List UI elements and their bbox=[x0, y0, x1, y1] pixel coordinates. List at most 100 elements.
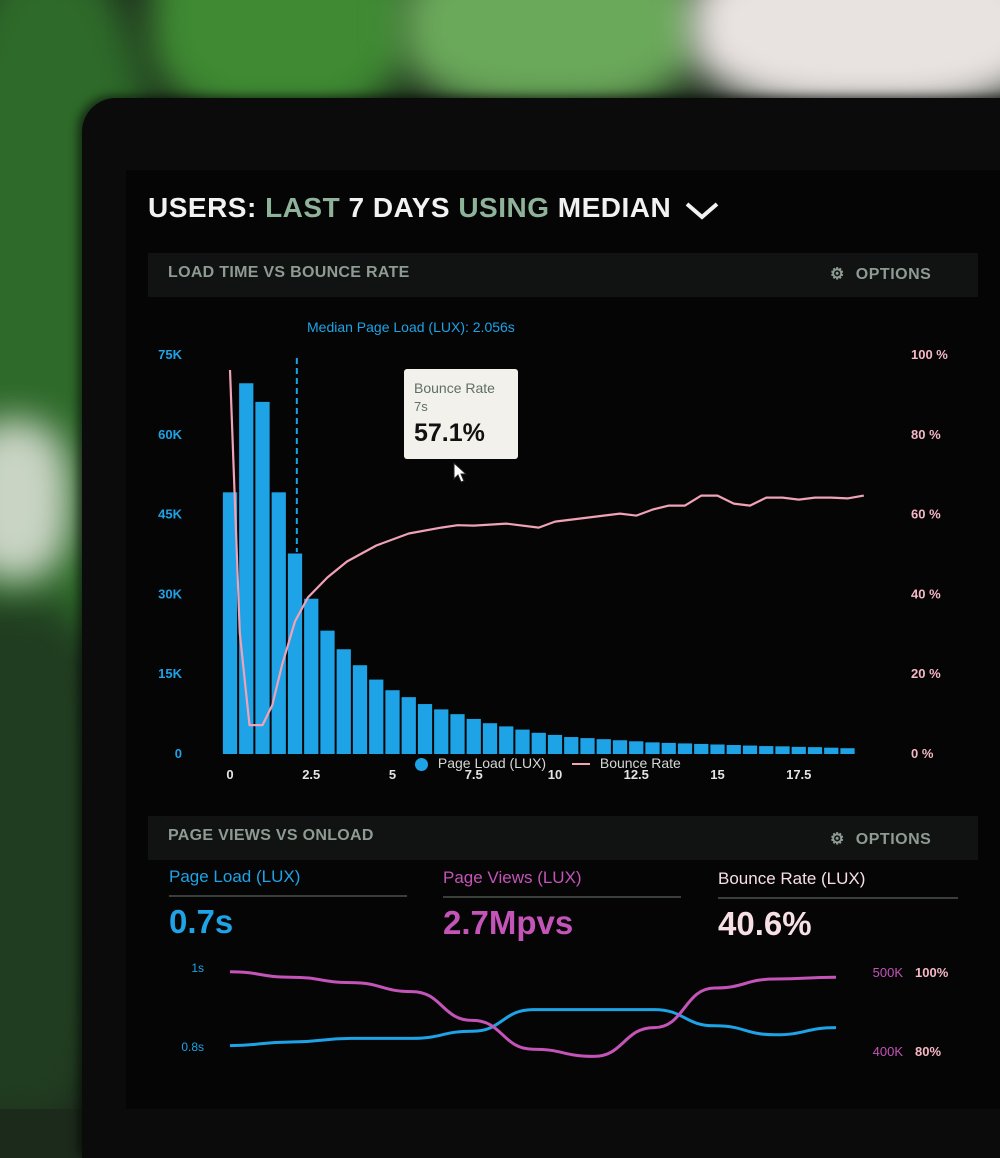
bounce-rate-tooltip: Bounce Rate 7s 57.1% bbox=[404, 369, 518, 459]
y-left-tick: 30K bbox=[158, 586, 182, 601]
bar-page-load bbox=[661, 742, 676, 754]
x-tick: 7.5 bbox=[465, 767, 483, 782]
legend-line-marker bbox=[571, 763, 590, 766]
x-tick: 0 bbox=[226, 767, 233, 782]
bar-page-load bbox=[726, 745, 741, 754]
page-views-onload-chart: 1s 0.8s 500K 400K 100% 80% bbox=[181, 961, 949, 1059]
bar-page-load bbox=[271, 492, 286, 754]
y-left-tick: 0.8s bbox=[181, 1040, 204, 1054]
x-tick: 17.5 bbox=[786, 767, 811, 782]
bar-page-load bbox=[824, 747, 839, 754]
y-right-tick-views: 500K bbox=[873, 965, 904, 980]
header-median: MEDIAN bbox=[557, 192, 672, 223]
y-right-tick: 40 % bbox=[911, 586, 941, 601]
bar-page-load bbox=[352, 665, 368, 754]
x-tick: 10 bbox=[548, 767, 562, 782]
bar-page-load bbox=[482, 723, 498, 754]
header-range: LAST bbox=[265, 192, 341, 223]
stat-page-views-label: Page Views (LUX) bbox=[443, 868, 582, 887]
panel2-title: PAGE VIEWS VS ONLOAD bbox=[168, 827, 374, 844]
stat-divider bbox=[443, 896, 681, 898]
bar-page-load bbox=[385, 690, 400, 754]
bar-page-load bbox=[287, 553, 303, 754]
stat-page-load: Page Load (LUX) 0.7s bbox=[169, 867, 407, 941]
bar-page-load bbox=[840, 748, 855, 754]
bar-page-load bbox=[222, 492, 238, 754]
stat-divider bbox=[169, 895, 407, 897]
y-left-tick: 75K bbox=[158, 347, 182, 362]
chart1-legend: Page Load (LUX) Bounce Rate bbox=[415, 755, 681, 771]
y-left-tick: 45K bbox=[158, 507, 182, 522]
bar-page-load bbox=[369, 679, 384, 754]
bar-page-load bbox=[564, 737, 579, 754]
panel1-title: LOAD TIME VS BOUNCE RATE bbox=[168, 264, 410, 281]
bar-page-load bbox=[466, 718, 481, 754]
header-using: USING bbox=[458, 192, 550, 223]
y-right-tick: 80 % bbox=[911, 427, 941, 442]
y-right-tick: 20 % bbox=[911, 666, 941, 681]
x-tick: 12.5 bbox=[624, 767, 649, 782]
panel1-options-button[interactable]: ⚙ OPTIONS bbox=[830, 264, 931, 284]
bar-page-load bbox=[531, 732, 546, 754]
legend-bars-marker bbox=[415, 757, 428, 771]
bounce-rate-line bbox=[228, 369, 864, 727]
page-views-line bbox=[229, 970, 837, 1058]
bar-page-load bbox=[791, 746, 806, 754]
bar-page-load bbox=[629, 741, 644, 754]
x-tick: 15 bbox=[710, 767, 724, 782]
legend-line-label: Bounce Rate bbox=[599, 755, 681, 771]
dashboard-screen: USERS: LAST 7 DAYS USING MEDIAN LOAD TIM… bbox=[126, 170, 1000, 1109]
bar-page-load bbox=[694, 743, 709, 754]
cursor-icon bbox=[453, 462, 468, 483]
bar-page-load bbox=[401, 697, 416, 754]
y-right-tick-pct: 100% bbox=[915, 965, 949, 980]
stat-page-load-value: 0.7s bbox=[169, 903, 234, 940]
bar-page-load bbox=[612, 740, 628, 754]
y-left-tick: 15K bbox=[158, 666, 182, 681]
y-right-tick: 0 % bbox=[911, 746, 934, 761]
page-load-line bbox=[229, 1008, 837, 1048]
gear-icon: ⚙ bbox=[830, 266, 845, 283]
dashboard-header[interactable]: USERS: LAST 7 DAYS USING MEDIAN bbox=[148, 192, 720, 224]
stat-bounce-rate: Bounce Rate (LUX) 40.6% bbox=[718, 869, 958, 943]
bar-page-load bbox=[434, 709, 449, 754]
header-days: 7 DAYS bbox=[348, 192, 451, 223]
bar-page-load bbox=[417, 704, 433, 754]
chevron-down-icon[interactable] bbox=[684, 199, 720, 221]
bar-page-load bbox=[499, 726, 514, 754]
panel2-options-button[interactable]: ⚙ OPTIONS bbox=[830, 829, 931, 849]
bar-page-load bbox=[450, 714, 465, 754]
bar-page-load bbox=[515, 729, 530, 754]
stat-bounce-rate-label: Bounce Rate (LUX) bbox=[718, 869, 866, 888]
panel1-header bbox=[148, 253, 978, 297]
bar-page-load bbox=[547, 734, 563, 754]
stat-page-views: Page Views (LUX) 2.7Mpvs bbox=[443, 868, 681, 942]
stat-bounce-rate-value: 40.6% bbox=[718, 905, 812, 942]
tooltip-subtitle: 7s bbox=[414, 399, 428, 414]
bar-page-load bbox=[320, 630, 335, 754]
y-left-tick: 60K bbox=[158, 427, 182, 442]
bar-page-load bbox=[645, 742, 660, 754]
y-left-tick: 1s bbox=[191, 961, 204, 975]
y-right-tick-pct: 80% bbox=[915, 1044, 941, 1059]
load-time-bounce-chart: 0 15K 30K 45K 60K 75K 0 % 20 % 40 % 60 % 80 % 100 %… bbox=[158, 347, 948, 782]
bar-page-load bbox=[304, 598, 319, 754]
bar-page-load bbox=[742, 745, 758, 754]
bar-page-load bbox=[336, 649, 351, 754]
gear-icon: ⚙ bbox=[830, 831, 845, 848]
tooltip-value: 57.1% bbox=[414, 419, 485, 447]
header-users: USERS: bbox=[148, 192, 257, 223]
median-label: Median Page Load (LUX): 2.056s bbox=[307, 319, 515, 335]
bar-page-load bbox=[596, 739, 611, 754]
bar-page-load bbox=[807, 747, 823, 754]
x-tick: 5 bbox=[389, 767, 396, 782]
stat-page-load-label: Page Load (LUX) bbox=[169, 867, 301, 886]
bar-page-load bbox=[255, 401, 270, 754]
panel2-options-label: OPTIONS bbox=[855, 831, 932, 848]
y-right-tick: 60 % bbox=[911, 507, 941, 522]
x-tick: 2.5 bbox=[302, 767, 320, 782]
y-left-tick: 0 bbox=[175, 746, 182, 761]
bar-page-load bbox=[759, 746, 774, 754]
panel1-options-label: OPTIONS bbox=[855, 266, 932, 283]
bar-page-load bbox=[775, 746, 790, 754]
